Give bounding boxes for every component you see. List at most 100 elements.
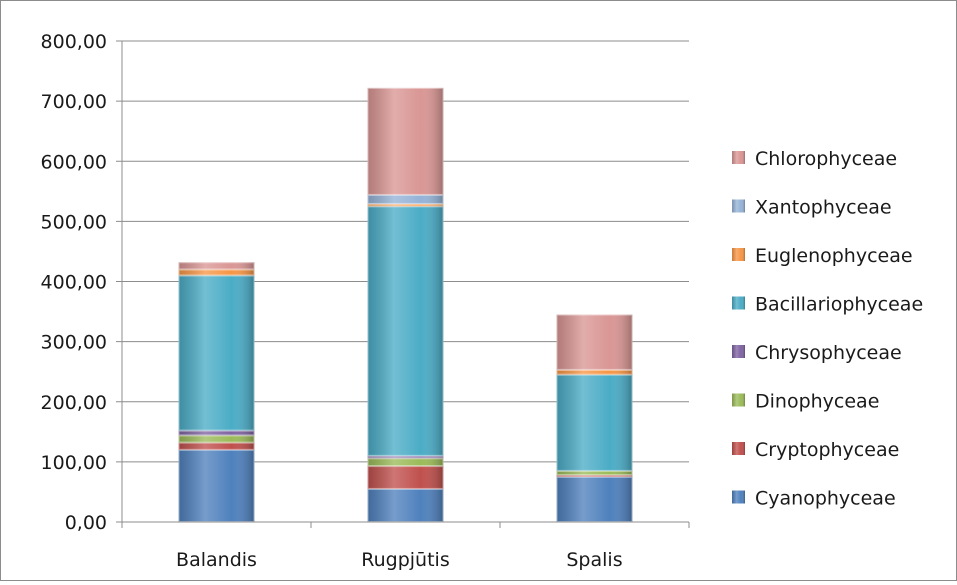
- bar-segment-shade: [367, 194, 444, 204]
- legend-item-cryptophyceae: Cryptophyceae: [732, 439, 899, 461]
- bar-segment-shade: [178, 430, 255, 436]
- bar-segment-edge: [367, 87, 444, 195]
- x-axis-ticks: Balandis Rugpjūtis Spalis: [121, 522, 690, 571]
- bar-segment-edge: [556, 475, 633, 477]
- legend-label: Bacillariophyceae: [755, 294, 923, 316]
- legend-item-cyanophyceae: Cyanophyceae: [732, 488, 896, 510]
- bar-stack-balandis: [178, 262, 255, 523]
- bar-segment-shade: [178, 269, 255, 276]
- x-tick-label: Spalis: [566, 549, 622, 571]
- legend-label: Cyanophyceae: [755, 488, 896, 510]
- bar-segment-shade: [556, 470, 633, 476]
- bar-segment-edge: [178, 269, 255, 276]
- bar-segment-xantophyceae: [367, 194, 444, 204]
- bar-segment-bacillariophyceae: [367, 206, 444, 456]
- bar-segment-dinophyceae: [556, 470, 633, 476]
- legend-item-chlorophyceae: Chlorophyceae: [732, 148, 897, 170]
- y-axis-ticks: 0,00 100,00 200,00 300,00 400,00 500,00 600,00…: [41, 31, 122, 534]
- bar-segment-shade: [556, 476, 633, 522]
- bar-segment-edge: [556, 314, 633, 370]
- bar-segment-edge: [367, 466, 444, 489]
- bar-segment-edge: [556, 374, 633, 471]
- bar-segment-shade: [367, 203, 444, 207]
- bar-segment-edge: [367, 455, 444, 459]
- bar-segment-dinophyceae: [178, 435, 255, 443]
- legend-item-xantophyceae: Xantophyceae: [732, 197, 892, 219]
- bar-segment-euglenophyceae: [556, 369, 633, 375]
- bar-segment-chlorophyceae: [556, 314, 633, 370]
- bar-segment-bacillariophyceae: [178, 275, 255, 431]
- legend-swatch-shade: [732, 490, 745, 504]
- legend-label: Chrysophyceae: [755, 342, 902, 364]
- bar-segment-shade: [556, 314, 633, 370]
- bar-segment-shade: [556, 369, 633, 375]
- legend-swatch-shade: [732, 199, 745, 213]
- legend-item-euglenophyceae: Euglenophyceae: [732, 245, 913, 267]
- bar-segment-chrysophyceae: [178, 430, 255, 436]
- bar-segment-chlorophyceae: [367, 87, 444, 195]
- x-tick-label: Balandis: [176, 549, 257, 571]
- legend-swatch-shade: [732, 296, 745, 310]
- bar-segment-edge: [178, 430, 255, 436]
- legend-label: Chlorophyceae: [755, 148, 897, 170]
- legend: Chlorophyceae Xantophyceae Euglenophyceae B…: [732, 148, 923, 510]
- legend-item-bacillariophyceae: Bacillariophyceae: [732, 294, 923, 316]
- bar-segment-edge: [556, 369, 633, 375]
- axes: [121, 41, 689, 523]
- bar-segment-shade: [556, 475, 633, 477]
- y-tick-label: 800,00: [41, 31, 107, 53]
- bar-segment-cryptophyceae: [178, 442, 255, 450]
- bar-stack-spalis: [556, 314, 633, 522]
- bar-segment-shade: [367, 458, 444, 467]
- bar-segment-edge: [178, 262, 255, 270]
- legend-swatch-shade: [732, 151, 745, 164]
- legend-swatch-shade: [732, 345, 745, 358]
- bar-segment-shade: [178, 275, 255, 431]
- bar-segment-euglenophyceae: [367, 203, 444, 207]
- legend-label: Cryptophyceae: [755, 439, 899, 461]
- bar-segment-cryptophyceae: [367, 466, 444, 489]
- y-tick-label: 700,00: [41, 91, 107, 113]
- bar-segment-dinophyceae: [367, 458, 444, 467]
- y-tick-label: 600,00: [41, 151, 107, 173]
- legend-label: Euglenophyceae: [755, 245, 913, 267]
- bar-segment-chrysophyceae: [367, 455, 444, 459]
- bar-segment-shade: [556, 374, 633, 471]
- bar-segment-cyanophyceae: [367, 488, 444, 522]
- y-tick-label: 200,00: [41, 392, 107, 414]
- bar-segment-shade: [367, 206, 444, 456]
- bar-segment-shade: [367, 455, 444, 459]
- bar-segment-shade: [367, 466, 444, 489]
- bar-segment-edge: [367, 458, 444, 467]
- bar-segment-edge: [178, 442, 255, 450]
- y-tick-label: 0,00: [65, 512, 107, 534]
- bar-segment-edge: [367, 206, 444, 456]
- y-tick-label: 100,00: [41, 452, 107, 474]
- bars: [178, 87, 633, 523]
- bar-segment-cyanophyceae: [178, 449, 255, 523]
- y-tick-label: 300,00: [41, 332, 107, 354]
- x-tick-label: Rugpjūtis: [361, 549, 449, 571]
- legend-swatch-shade: [732, 393, 745, 407]
- bar-segment-shade: [178, 262, 255, 270]
- bar-segment-edge: [556, 470, 633, 476]
- bar-segment-chlorophyceae: [178, 262, 255, 270]
- bar-segment-shade: [178, 449, 255, 522]
- bar-segment-euglenophyceae: [178, 269, 255, 276]
- bar-stack-rugpjūtis: [367, 87, 444, 522]
- bar-segment-edge: [178, 435, 255, 443]
- legend-item-chrysophyceae: Chrysophyceae: [732, 342, 902, 364]
- legend-swatch-shade: [732, 248, 745, 261]
- bar-segment-cyanophyceae: [556, 476, 633, 522]
- legend-label: Xantophyceae: [755, 197, 892, 219]
- bar-segment-bacillariophyceae: [556, 374, 633, 471]
- bar-segment-shade: [178, 435, 255, 443]
- bar-segment-shade: [367, 87, 444, 195]
- legend-swatch-shade: [732, 442, 745, 455]
- bar-segment-edge: [367, 194, 444, 204]
- bar-segment-shade: [367, 488, 444, 522]
- bar-segment-cryptophyceae: [556, 475, 633, 477]
- bar-segment-shade: [178, 442, 255, 450]
